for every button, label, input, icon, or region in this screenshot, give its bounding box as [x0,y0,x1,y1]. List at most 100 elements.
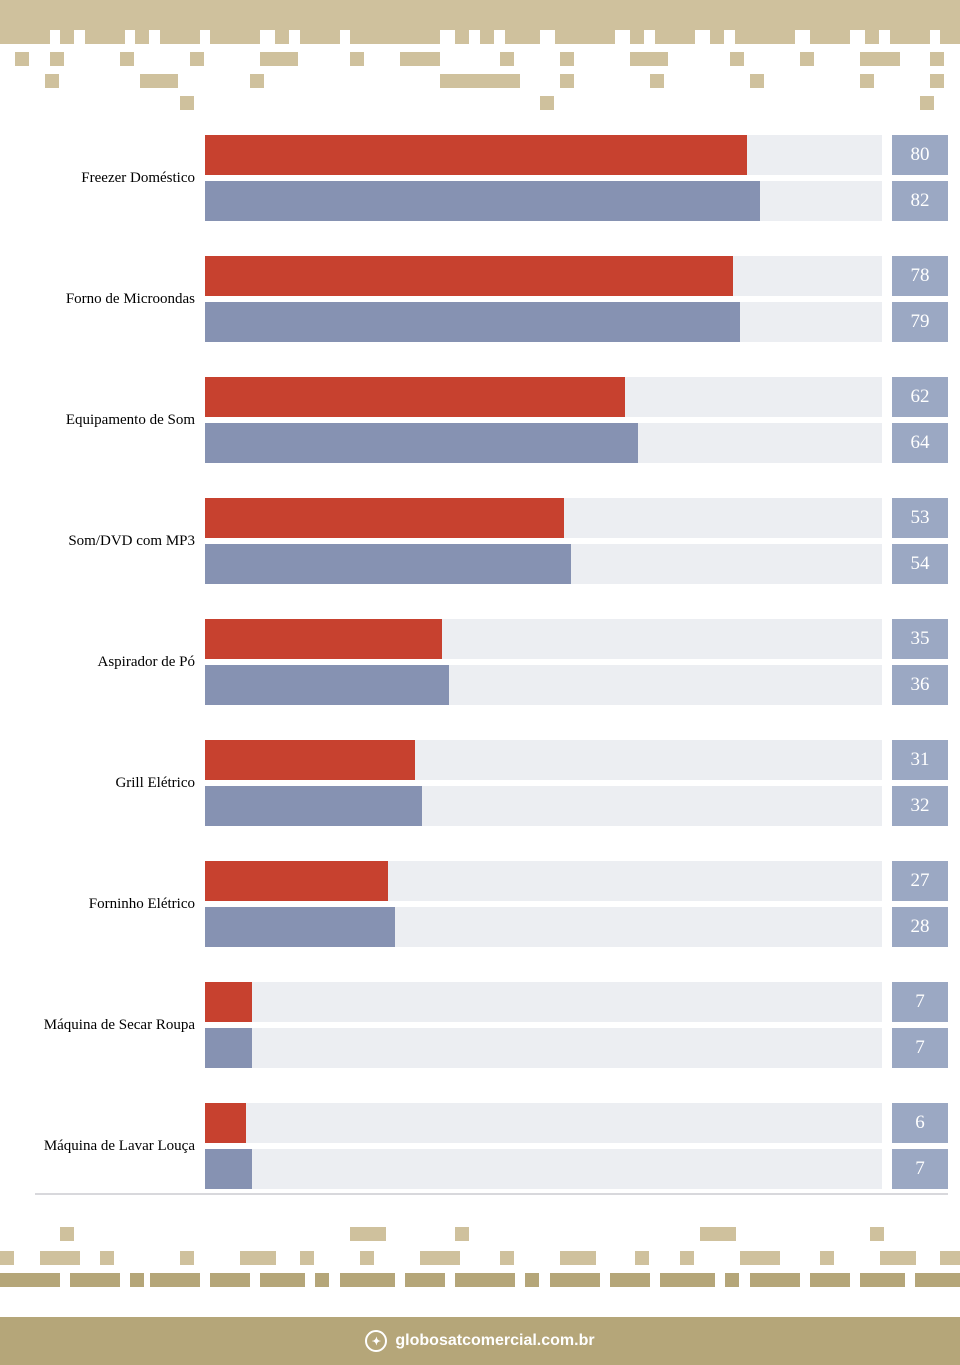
deco-square [420,1251,460,1265]
deco-square [190,52,204,66]
bar-track [205,302,882,342]
deco-square [0,30,50,44]
top-decoration-band [0,0,960,30]
bar-track [205,423,882,463]
deco-square [860,1273,905,1287]
deco-square [405,1273,445,1287]
deco-square [240,1251,276,1265]
bar-fill-a [205,1103,246,1143]
bar-fill-b [205,423,638,463]
value-box: 78 [892,256,948,296]
category-label: Grill Elétrico [0,763,205,803]
value-box: 28 [892,907,948,947]
deco-square [180,1251,194,1265]
deco-square [880,1251,916,1265]
bar-track [205,377,882,417]
bar-fill-b [205,181,760,221]
deco-square [300,1251,314,1265]
bar-track [205,740,882,780]
deco-square [870,1227,884,1241]
chart-group: Grill Elétrico3132 [0,740,948,826]
bar-track [205,544,882,584]
value-box: 64 [892,423,948,463]
deco-square [500,1251,514,1265]
bar-fill-a [205,498,564,538]
chart-group: Forninho Elétrico27 28 [0,861,948,947]
divider-line [35,1193,948,1195]
chart-row: Forno de Microondas78 [0,256,948,296]
deco-square [505,30,540,44]
value-box: 35 [892,619,948,659]
bar-track [205,619,882,659]
deco-square [150,1273,200,1287]
bar-track [205,1028,882,1068]
chart-row: Equipamento de Som62 [0,377,948,417]
bar-fill-a [205,861,388,901]
bar-track [205,498,882,538]
deco-square [315,1273,329,1287]
deco-square [560,74,574,88]
deco-square [455,30,469,44]
deco-square [890,30,930,44]
bar-fill-a [205,740,415,780]
bar-track [205,1149,882,1189]
deco-square [560,1251,596,1265]
deco-square [180,96,194,110]
bar-fill-b [205,786,422,826]
deco-square [860,74,874,88]
chart-group: Aspirador de Pó3536 [0,619,948,705]
deco-square [930,52,944,66]
deco-square [660,1273,715,1287]
deco-square [540,96,554,110]
footer-url: globosatcomercial.com.br [395,1332,594,1350]
deco-square [120,52,134,66]
bar-fill-b [205,665,449,705]
chart-row: Freezer Doméstico80 [0,135,948,175]
logo-icon: ✦ [365,1330,387,1352]
bar-fill-b [205,1149,252,1189]
value-box: 80 [892,135,948,175]
deco-square [735,30,795,44]
value-box: 31 [892,740,948,780]
chart-row: Som/DVD com MP353 [0,498,948,538]
deco-square [300,30,340,44]
bar-track [205,982,882,1022]
value-box: 82 [892,181,948,221]
deco-square [940,30,960,44]
value-box: 54 [892,544,948,584]
deco-square [500,52,514,66]
deco-square [0,1273,60,1287]
deco-square [135,30,149,44]
bar-track [205,135,882,175]
bar-track [205,181,882,221]
deco-square [440,74,520,88]
deco-square [350,52,364,66]
deco-square [40,1251,80,1265]
deco-square [60,1227,74,1241]
deco-square [725,1273,739,1287]
deco-square [350,1227,386,1241]
bar-fill-a [205,377,625,417]
bar-track [205,1103,882,1143]
bar-track [205,861,882,901]
value-box: 7 [892,1028,948,1068]
chart-row: Máquina de Lavar Louça6 [0,1103,948,1143]
bar-chart: Freezer Doméstico80 82 Forno de Microondas… [0,135,948,1224]
chart-group: Som/DVD com MP353 54 [0,498,948,584]
chart-group: Máquina de Secar Roupa77 [0,982,948,1068]
deco-square [15,52,29,66]
value-box: 6 [892,1103,948,1143]
deco-square [160,30,200,44]
deco-square [455,1227,469,1241]
bar-track [205,256,882,296]
bar-fill-a [205,982,252,1022]
deco-square [275,30,289,44]
deco-square [810,1273,850,1287]
deco-square [560,52,574,66]
deco-square [70,1273,120,1287]
deco-square [740,1251,780,1265]
deco-square [630,52,668,66]
deco-square [350,30,440,44]
bar-track [205,665,882,705]
chart-row: Forninho Elétrico27 [0,861,948,901]
